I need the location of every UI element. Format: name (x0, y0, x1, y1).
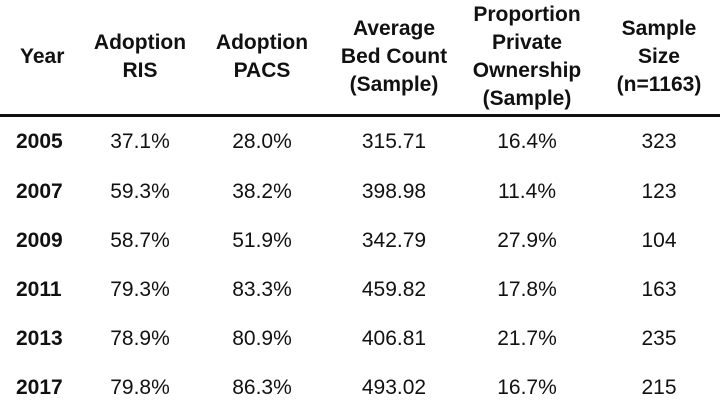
header-year: Year (0, 0, 88, 116)
table-row: 2007 59.3% 38.2% 398.98 11.4% 123 (0, 167, 720, 216)
bed-count-cell: 459.82 (332, 265, 456, 314)
table-body: 2005 37.1% 28.0% 315.71 16.4% 323 2007 5… (0, 116, 720, 412)
sample-size-cell: 104 (598, 216, 720, 265)
private-ownership-cell: 11.4% (456, 167, 598, 216)
adoption-pacs-cell: 38.2% (192, 167, 332, 216)
adoption-ris-cell: 79.3% (88, 265, 192, 314)
table-row: 2011 79.3% 83.3% 459.82 17.8% 163 (0, 265, 720, 314)
bed-count-cell: 315.71 (332, 116, 456, 168)
sample-size-cell: 323 (598, 116, 720, 168)
adoption-ris-cell: 78.9% (88, 314, 192, 363)
adoption-pacs-cell: 28.0% (192, 116, 332, 168)
bed-count-cell: 406.81 (332, 314, 456, 363)
bed-count-cell: 342.79 (332, 216, 456, 265)
adoption-ris-cell: 58.7% (88, 216, 192, 265)
adoption-pacs-cell: 51.9% (192, 216, 332, 265)
year-cell: 2011 (0, 265, 88, 314)
sample-size-cell: 163 (598, 265, 720, 314)
adoption-ris-cell: 59.3% (88, 167, 192, 216)
year-cell: 2007 (0, 167, 88, 216)
adoption-pacs-cell: 80.9% (192, 314, 332, 363)
sample-size-cell: 123 (598, 167, 720, 216)
year-cell: 2009 (0, 216, 88, 265)
private-ownership-cell: 17.8% (456, 265, 598, 314)
table-row: 2005 37.1% 28.0% 315.71 16.4% 323 (0, 116, 720, 168)
bed-count-cell: 398.98 (332, 167, 456, 216)
adoption-ris-cell: 37.1% (88, 116, 192, 168)
table-row: 2009 58.7% 51.9% 342.79 27.9% 104 (0, 216, 720, 265)
private-ownership-cell: 27.9% (456, 216, 598, 265)
year-cell: 2005 (0, 116, 88, 168)
adoption-pacs-cell: 83.3% (192, 265, 332, 314)
private-ownership-cell: 21.7% (456, 314, 598, 363)
table-row: 2013 78.9% 80.9% 406.81 21.7% 235 (0, 314, 720, 363)
sample-size-cell: 235 (598, 314, 720, 363)
year-cell: 2013 (0, 314, 88, 363)
private-ownership-cell: 16.4% (456, 116, 598, 168)
